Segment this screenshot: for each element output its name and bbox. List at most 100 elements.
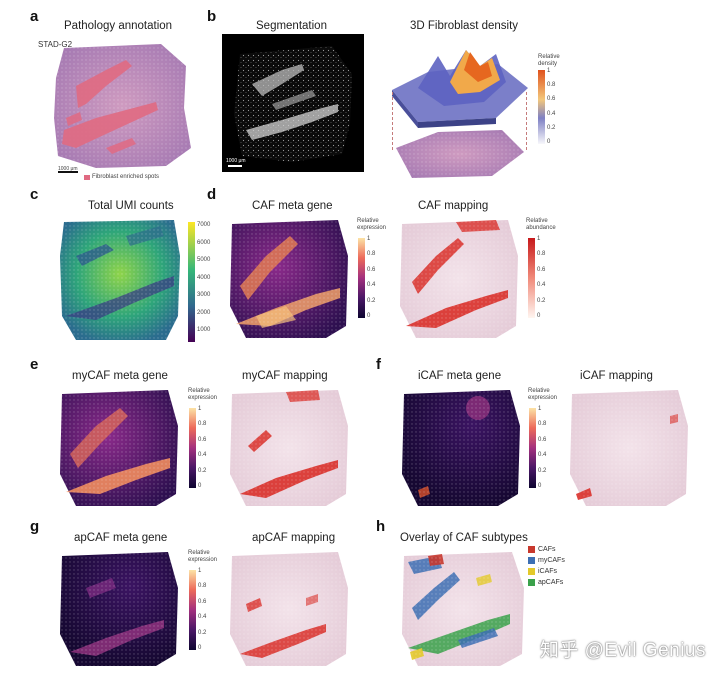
- tick: 1000: [197, 327, 211, 333]
- tick: 0.8: [537, 251, 546, 258]
- panel-f-title-left: iCAF meta gene: [418, 370, 502, 382]
- tick: 0.4: [547, 110, 556, 117]
- projection-line-left: [392, 92, 393, 150]
- tick: 1: [537, 236, 541, 242]
- tick: 0.4: [538, 452, 547, 459]
- panel-e-title-left: myCAF meta gene: [72, 370, 168, 382]
- icaf-meta-gene-map: [398, 386, 524, 510]
- scale-bar-a-label: 1000 μm: [58, 166, 78, 172]
- tick: 0.6: [538, 436, 547, 443]
- mycaf-cbar-ticks: 1 0.8 0.6 0.4 0.2 0: [198, 406, 206, 490]
- legend-label-fibroblast: Fibroblast enriched spots: [92, 174, 160, 180]
- scale-bar-b-label: 1000 μm: [226, 158, 246, 164]
- caf-meta-gene-map: [226, 216, 352, 342]
- watermark-text: 知乎 @Evil Genius: [539, 640, 706, 661]
- caf-mapping-map: [396, 216, 522, 342]
- panel-h-title: Overlay of CAF subtypes: [400, 532, 528, 544]
- scale-bar-b: [228, 165, 242, 167]
- apcaf-cbar-ticks: 1 0.8 0.6 0.4 0.2 0: [198, 568, 206, 652]
- tick: 0: [198, 482, 202, 489]
- tick: 0.8: [538, 421, 547, 428]
- legend-item-icafs: iCAFs: [528, 566, 565, 577]
- panel-f-letter: f: [376, 356, 381, 373]
- tick: 0.2: [198, 629, 207, 636]
- caf-expression-colorbar: [358, 238, 365, 318]
- tick: 1: [198, 406, 202, 412]
- fibroblast-density-3d: [388, 36, 530, 184]
- tick: 0.6: [537, 266, 546, 273]
- legend-label: iCAFs: [538, 568, 558, 575]
- density-cbar-label: Relative density: [538, 54, 560, 67]
- legend-swatch-fibroblast: [84, 175, 90, 180]
- tick: 0.8: [198, 421, 207, 428]
- caf-abundance-ticks: 1 0.8 0.6 0.4 0.2 0: [537, 236, 545, 320]
- panel-c-letter: c: [30, 186, 39, 203]
- tick: 1: [547, 68, 551, 74]
- caf-expression-ticks: 1 0.8 0.6 0.4 0.2 0: [367, 236, 375, 320]
- mycaf-mapping-map: [226, 386, 354, 510]
- apcaf-cbar-label: Relative expression: [188, 550, 218, 563]
- legend-swatch: [528, 579, 535, 586]
- tick: 0: [547, 138, 551, 145]
- legend-item-mycafs: myCAFs: [528, 555, 565, 566]
- tick: 0.8: [198, 583, 207, 590]
- tick: 0.8: [367, 251, 376, 258]
- panel-h-letter: h: [376, 518, 386, 535]
- legend-label: myCAFs: [538, 557, 565, 564]
- caf-overlay-map: [398, 548, 530, 670]
- panel-a-letter: a: [30, 8, 39, 25]
- panel-b-letter: b: [207, 8, 217, 25]
- density-cbar-ticks: 1 0.8 0.6 0.4 0.2 0: [547, 68, 555, 146]
- tick: 0.4: [198, 614, 207, 621]
- tick: 7000: [197, 222, 211, 228]
- tick: 1: [198, 568, 202, 574]
- panel-g-title-right: apCAF mapping: [252, 532, 336, 544]
- mycaf-colorbar: [189, 408, 196, 488]
- umi-cbar-ticks: 7000 6000 5000 4000 3000 2000 1000: [197, 222, 210, 334]
- tick: 0.6: [367, 266, 376, 273]
- segmentation-image: [222, 34, 364, 172]
- caf-expression-cbar-label: Relative expression: [357, 218, 387, 231]
- icaf-cbar-ticks: 1 0.8 0.6 0.4 0.2 0: [538, 406, 546, 490]
- panel-d-letter: d: [207, 186, 217, 203]
- tick: 0.6: [547, 96, 556, 103]
- icaf-colorbar: [529, 408, 536, 488]
- tick: 2000: [197, 309, 211, 316]
- legend-item-cafs: CAFs: [528, 544, 565, 555]
- tick: 0.4: [367, 282, 376, 289]
- mycaf-meta-gene-map: [56, 386, 184, 510]
- panel-b-title-right: 3D Fibroblast density: [410, 20, 519, 32]
- tick: 0.4: [537, 282, 546, 289]
- tick: 0.2: [538, 467, 547, 474]
- tick: 0.2: [537, 297, 546, 304]
- legend-swatch: [528, 546, 535, 553]
- sample-id-label: STAD-G2: [38, 40, 73, 49]
- tick: 6000: [197, 239, 211, 246]
- projection-line-right: [526, 92, 527, 150]
- panel-d-title-left: CAF meta gene: [252, 200, 333, 212]
- tick: 5000: [197, 257, 211, 263]
- caf-abundance-cbar-label: Relative abundance: [526, 218, 556, 231]
- legend-swatch: [528, 568, 535, 575]
- caf-abundance-colorbar: [528, 238, 535, 318]
- tick: 0: [537, 312, 541, 319]
- panel-b-title-left: Segmentation: [256, 20, 327, 32]
- umi-colorbar: [188, 222, 195, 342]
- tick: 0: [198, 644, 202, 651]
- pathology-annotation-image: [36, 38, 198, 170]
- tick: 3000: [197, 292, 211, 298]
- tick: 0.8: [547, 82, 556, 89]
- overlay-legend: CAFs myCAFs iCAFs apCAFs: [528, 544, 565, 588]
- apcaf-meta-gene-map: [56, 548, 182, 670]
- panel-e-letter: e: [30, 356, 39, 373]
- legend-item-apcafs: apCAFs: [528, 577, 565, 588]
- panel-g-title-left: apCAF meta gene: [74, 532, 168, 544]
- panel-f-title-right: iCAF mapping: [580, 370, 653, 382]
- tick: 0: [538, 482, 542, 489]
- tick: 4000: [197, 274, 211, 281]
- umi-counts-map: [56, 216, 186, 344]
- panel-a-title: Pathology annotation: [64, 20, 173, 32]
- mycaf-cbar-label: Relative expression: [188, 388, 218, 401]
- tick: 1: [367, 236, 371, 242]
- panel-g-letter: g: [30, 518, 40, 535]
